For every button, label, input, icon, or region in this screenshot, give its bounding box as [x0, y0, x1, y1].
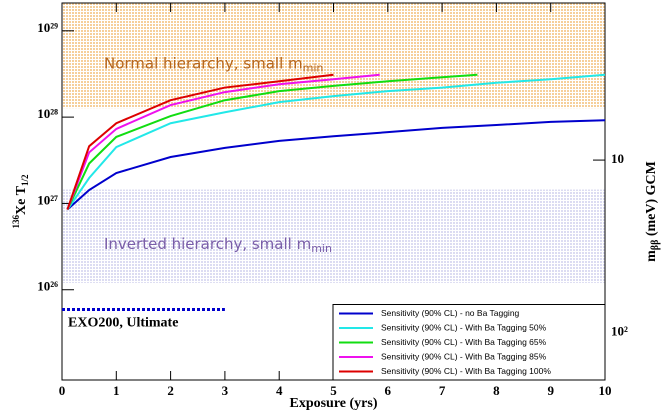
y-tick-label: 10²⁷	[37, 192, 58, 207]
x-tick-label: 7	[439, 383, 446, 398]
x-tick-label: 3	[222, 383, 229, 398]
hierarchy-band	[62, 189, 605, 283]
x-tick-label: 10	[599, 383, 612, 398]
x-tick-label: 6	[385, 383, 392, 398]
legend-label: Sensitivity (90% CL) - With Ba Tagging 6…	[381, 337, 547, 347]
band-text: Normal hierarchy, small m	[104, 54, 303, 72]
y2-axis-label-part: m	[644, 250, 659, 262]
reference-label: EXO200, Ultimate	[68, 316, 178, 331]
y-axis-label: 136Xe T1/2	[11, 174, 30, 228]
series-line	[66, 73, 606, 211]
legend-box	[332, 304, 606, 381]
band-subscript: min	[303, 62, 324, 75]
band-label: Normal hierarchy, small mmin	[104, 54, 323, 75]
x-tick-label: 1	[113, 383, 120, 398]
series-line	[66, 73, 478, 210]
y2-tick-label: 10	[611, 151, 624, 166]
x-tick-label: 2	[167, 383, 174, 398]
y-axis-label-part: Xe T	[14, 185, 29, 215]
band-subscript: min	[311, 242, 332, 255]
x-tick-label: 8	[493, 383, 500, 398]
x-tick-label: 5	[330, 383, 337, 398]
legend-label: Sensitivity (90% CL) - With Ba Tagging 5…	[381, 322, 547, 332]
y-axis-label-part: 1/2	[20, 174, 30, 186]
legend-label: Sensitivity (90% CL) - With Ba Tagging 8…	[381, 351, 547, 361]
hierarchy-band	[62, 3, 605, 109]
legend-label: Sensitivity (90% CL) - no Ba Tagging	[381, 308, 520, 318]
x-axis-label: Exposure (yrs)	[289, 396, 377, 411]
y-tick-label: 10²⁶	[37, 279, 58, 294]
x-tick-label: 4	[276, 383, 283, 398]
y2-axis-label-part: (meV) GCM	[644, 161, 659, 240]
y-axis-label-part: 136	[11, 214, 21, 228]
y2-axis-label: mββ (meV) GCM	[644, 161, 661, 262]
bands	[62, 3, 605, 283]
x-tick-label: 9	[547, 383, 554, 398]
legend-label: Sensitivity (90% CL) - With Ba Tagging 1…	[381, 366, 551, 376]
y2-tick-label: 10²	[611, 324, 628, 339]
y-tick-label: 10²⁹	[37, 20, 58, 35]
x-tick-label: 0	[59, 383, 66, 398]
band-label: Inverted hierarchy, small mmin	[104, 235, 332, 256]
band-text: Inverted hierarchy, small m	[104, 235, 311, 253]
series-line	[66, 73, 334, 210]
y2-axis-label-part: ββ	[650, 240, 661, 251]
series-line	[66, 73, 380, 210]
y-tick-label: 10²⁸	[37, 106, 58, 121]
series-line	[66, 119, 606, 211]
